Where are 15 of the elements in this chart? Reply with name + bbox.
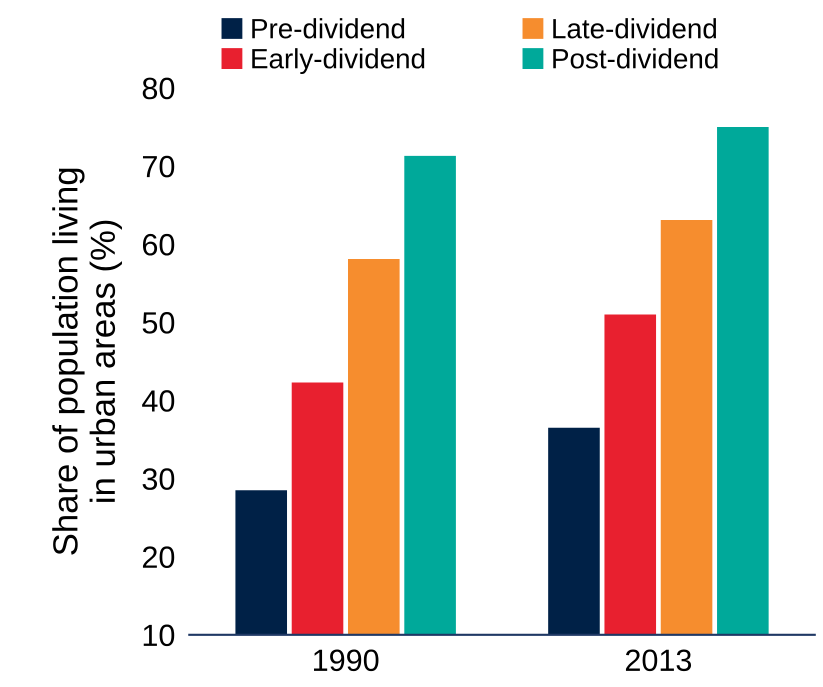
x-tick-label: 1990 xyxy=(314,649,378,672)
legend-label: Late-dividend xyxy=(553,18,716,38)
y-tick-label: 80 xyxy=(142,78,174,100)
y-tick-label: 40 xyxy=(142,390,174,412)
y-tick-label: 30 xyxy=(142,468,174,490)
y-tick-label: 60 xyxy=(142,234,174,256)
y-axis-title: Share of population living in urban areas (%) xyxy=(52,168,122,555)
legend-label: Post-dividend xyxy=(553,48,718,69)
y-tick-label: 10 xyxy=(144,624,174,646)
x-tick-label: 2013 xyxy=(626,649,692,672)
y-tick-label: 50 xyxy=(142,312,174,334)
y-tick-label: 20 xyxy=(142,546,174,568)
y-tick-label: 70 xyxy=(142,156,174,178)
legend-label: Pre-dividend xyxy=(252,18,404,38)
legend-label: Early-dividend xyxy=(252,48,424,74)
